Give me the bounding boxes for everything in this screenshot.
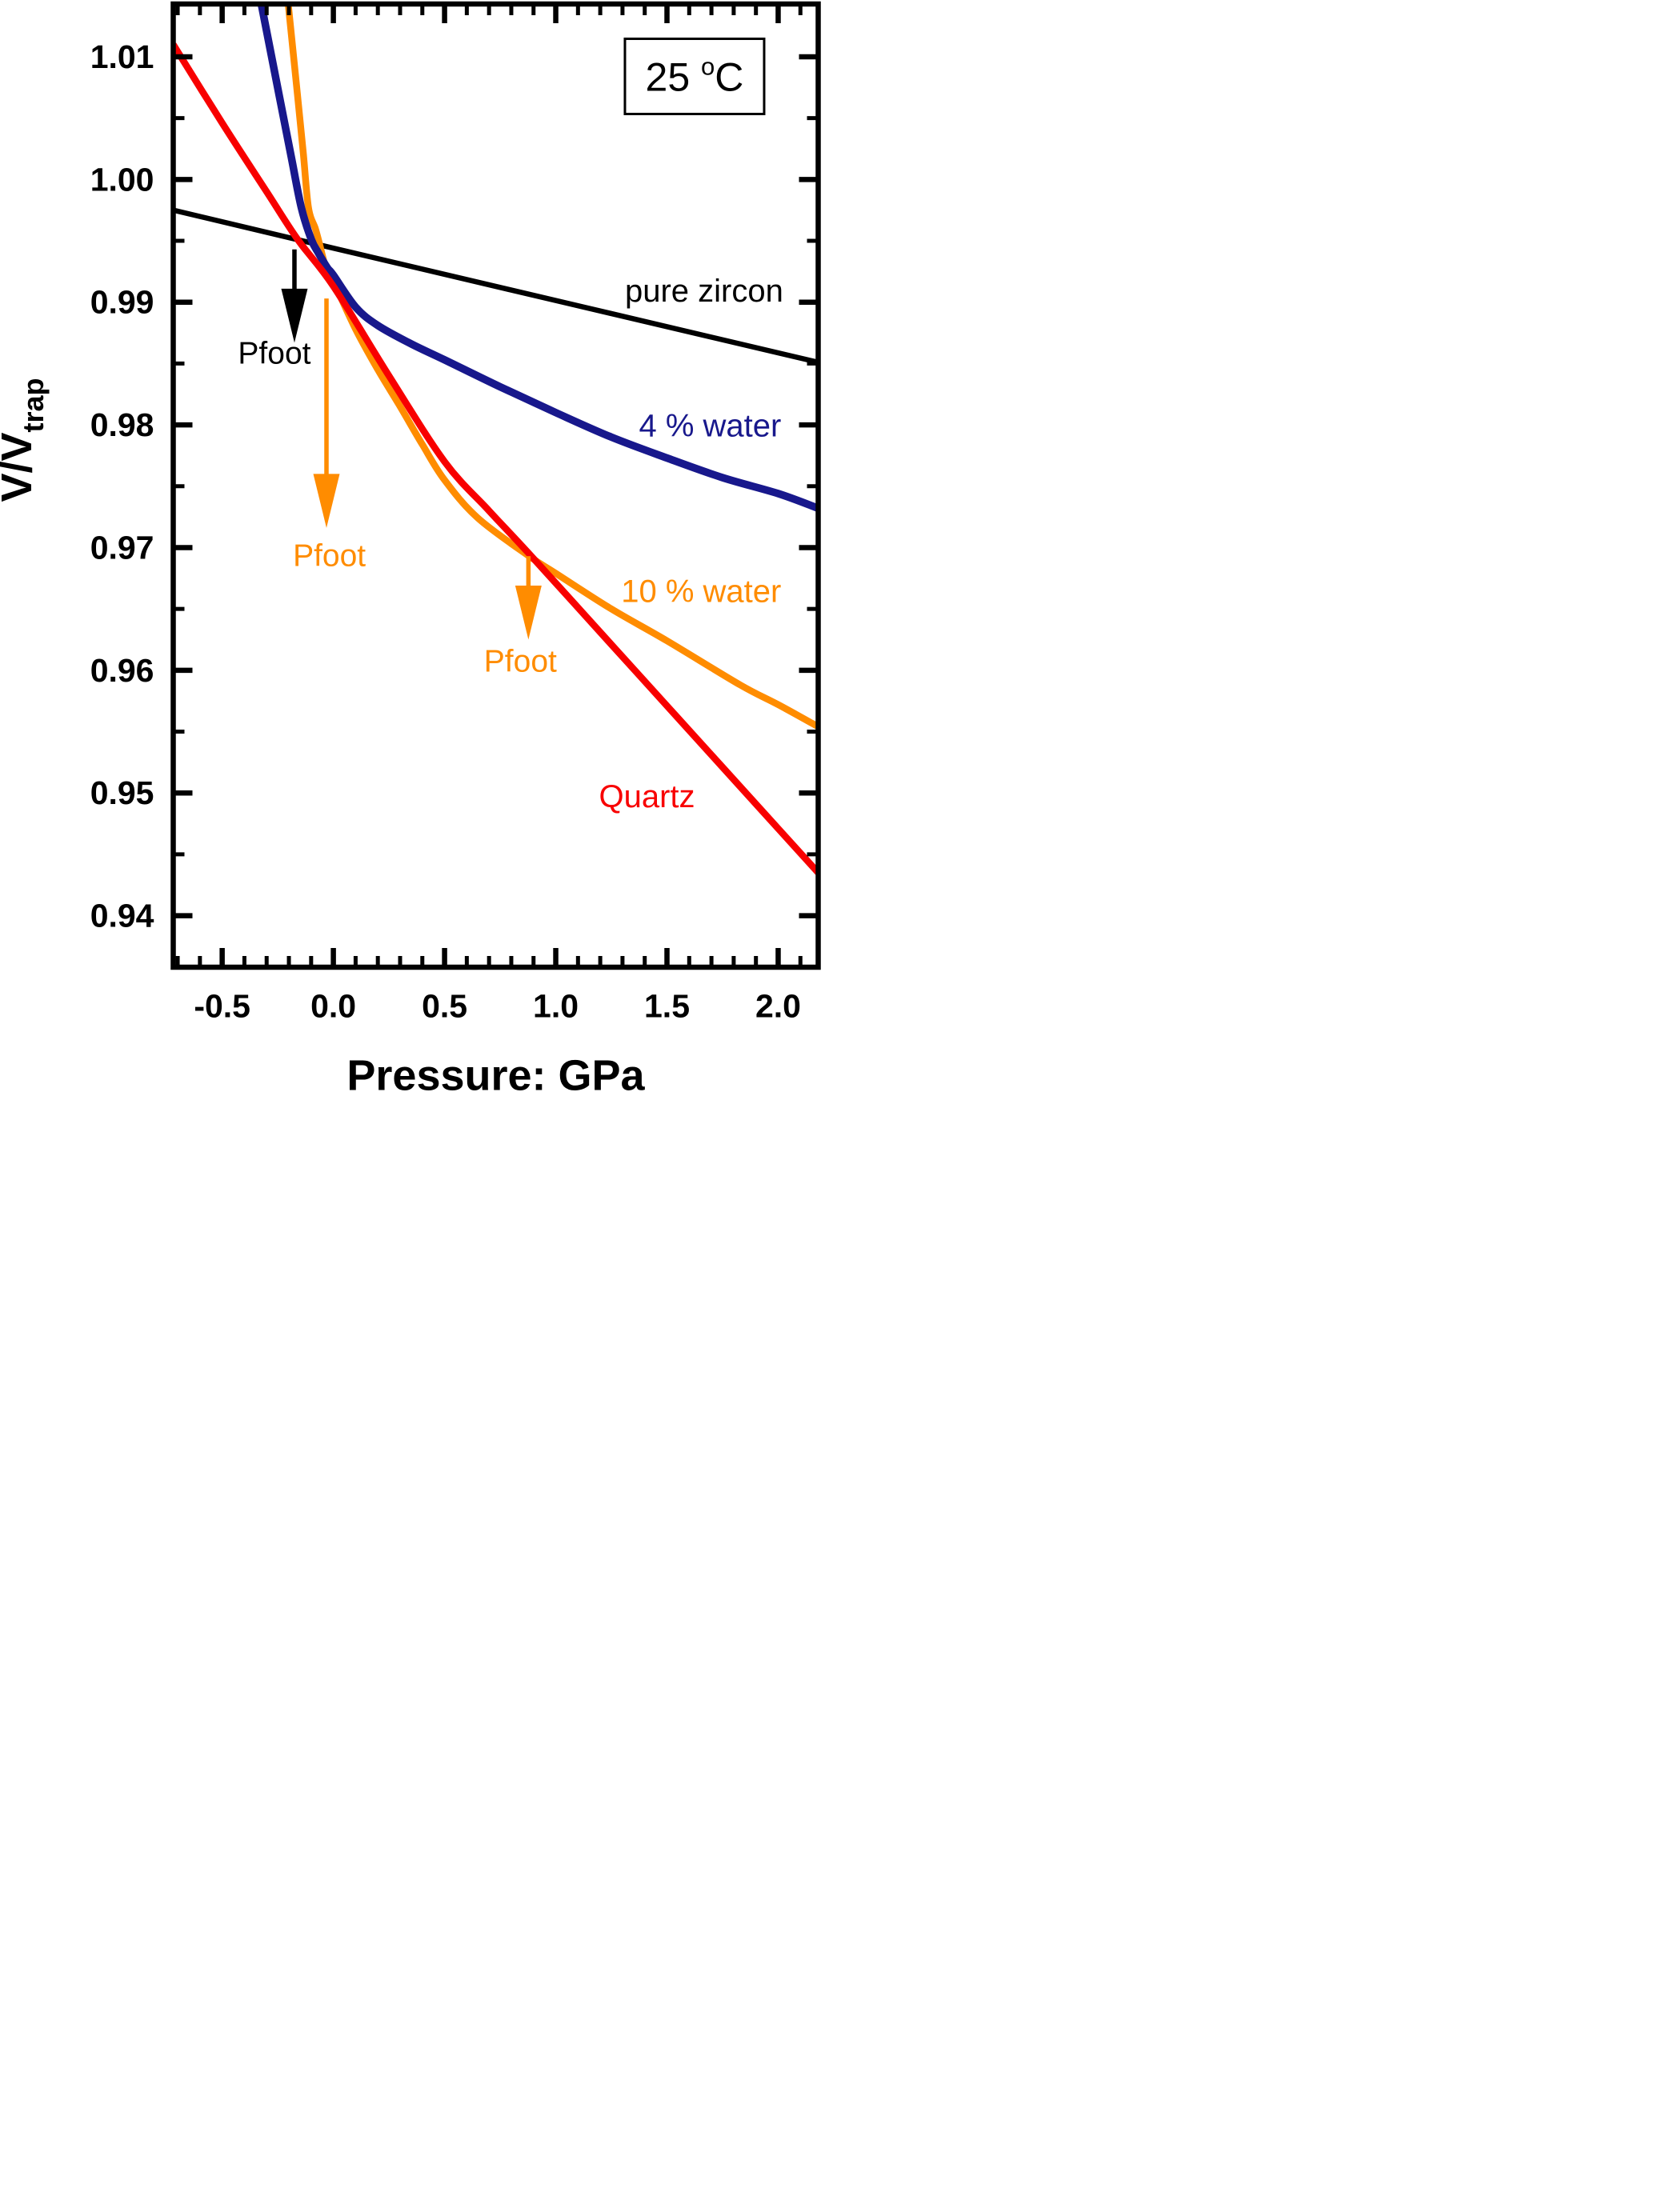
x-tick-label: 0.0	[310, 988, 356, 1025]
y-axis-title-subscript: trap	[17, 378, 50, 432]
curve-quartz	[173, 42, 819, 875]
temperature-label: 25 oC	[646, 52, 744, 99]
curve-pure-zircon	[173, 207, 819, 366]
pfoot-label: Pfoot	[484, 645, 557, 679]
tick-labels-layer: -0.5 0.0 0.5 1.0 1.5 2.0 0.94 0.95 0.96 0.97 0.98 0…	[90, 38, 801, 1025]
x-tick-label: 2.0	[755, 988, 801, 1025]
pfoot-arrow-0: Pfoot	[238, 249, 311, 371]
x-tick-label: 0.5	[422, 988, 467, 1025]
x-tick-label: 1.5	[644, 988, 690, 1025]
chart-figure: -0.5 0.0 0.5 1.0 1.5 2.0 0.94 0.95 0.96 0.97 0.98 0…	[0, 0, 827, 1106]
figure-background	[0, 0, 827, 1106]
pfoot-arrowhead	[281, 288, 308, 343]
curve-label-pure-zircon: pure zircon	[625, 274, 783, 309]
x-axis-title: Pressure: GPa	[346, 1052, 645, 1100]
pfoot-label: Pfoot	[238, 337, 310, 371]
y-tick-label: 0.96	[90, 652, 154, 689]
pfoot-label: Pfoot	[293, 539, 366, 574]
pfoot-arrow-2: Pfoot	[484, 556, 557, 679]
curve-10-water	[284, 4, 819, 730]
x-tick-label: 1.0	[533, 988, 579, 1025]
curve-label-4-water: 4 % water	[639, 409, 781, 444]
curve-label-quartz: Quartz	[599, 779, 695, 814]
pfoot-arrow-1: Pfoot	[293, 298, 366, 574]
pressure-volume-chart: -0.5 0.0 0.5 1.0 1.5 2.0 0.94 0.95 0.96 0.97 0.98 0…	[0, 0, 827, 1106]
y-tick-label: 0.99	[90, 284, 154, 321]
pfoot-arrowhead	[515, 585, 542, 640]
y-tick-label: 0.94	[90, 898, 154, 934]
temperature-box	[623, 37, 766, 115]
pfoot-arrowhead	[313, 474, 340, 528]
curves-layer	[173, 4, 819, 875]
y-tick-label: 0.97	[90, 529, 154, 566]
temperature-unit: C	[715, 54, 743, 99]
y-tick-label: 1.01	[90, 38, 154, 75]
curve-4-water	[257, 4, 819, 512]
x-tick-label: -0.5	[194, 988, 250, 1025]
y-tick-label: 0.98	[90, 406, 154, 443]
curve-label-10-water: 10 % water	[621, 574, 781, 610]
ticks-layer	[173, 4, 819, 967]
y-tick-label: 1.00	[90, 161, 154, 198]
y-tick-label: 0.95	[90, 774, 154, 811]
degree-symbol: o	[701, 52, 715, 80]
